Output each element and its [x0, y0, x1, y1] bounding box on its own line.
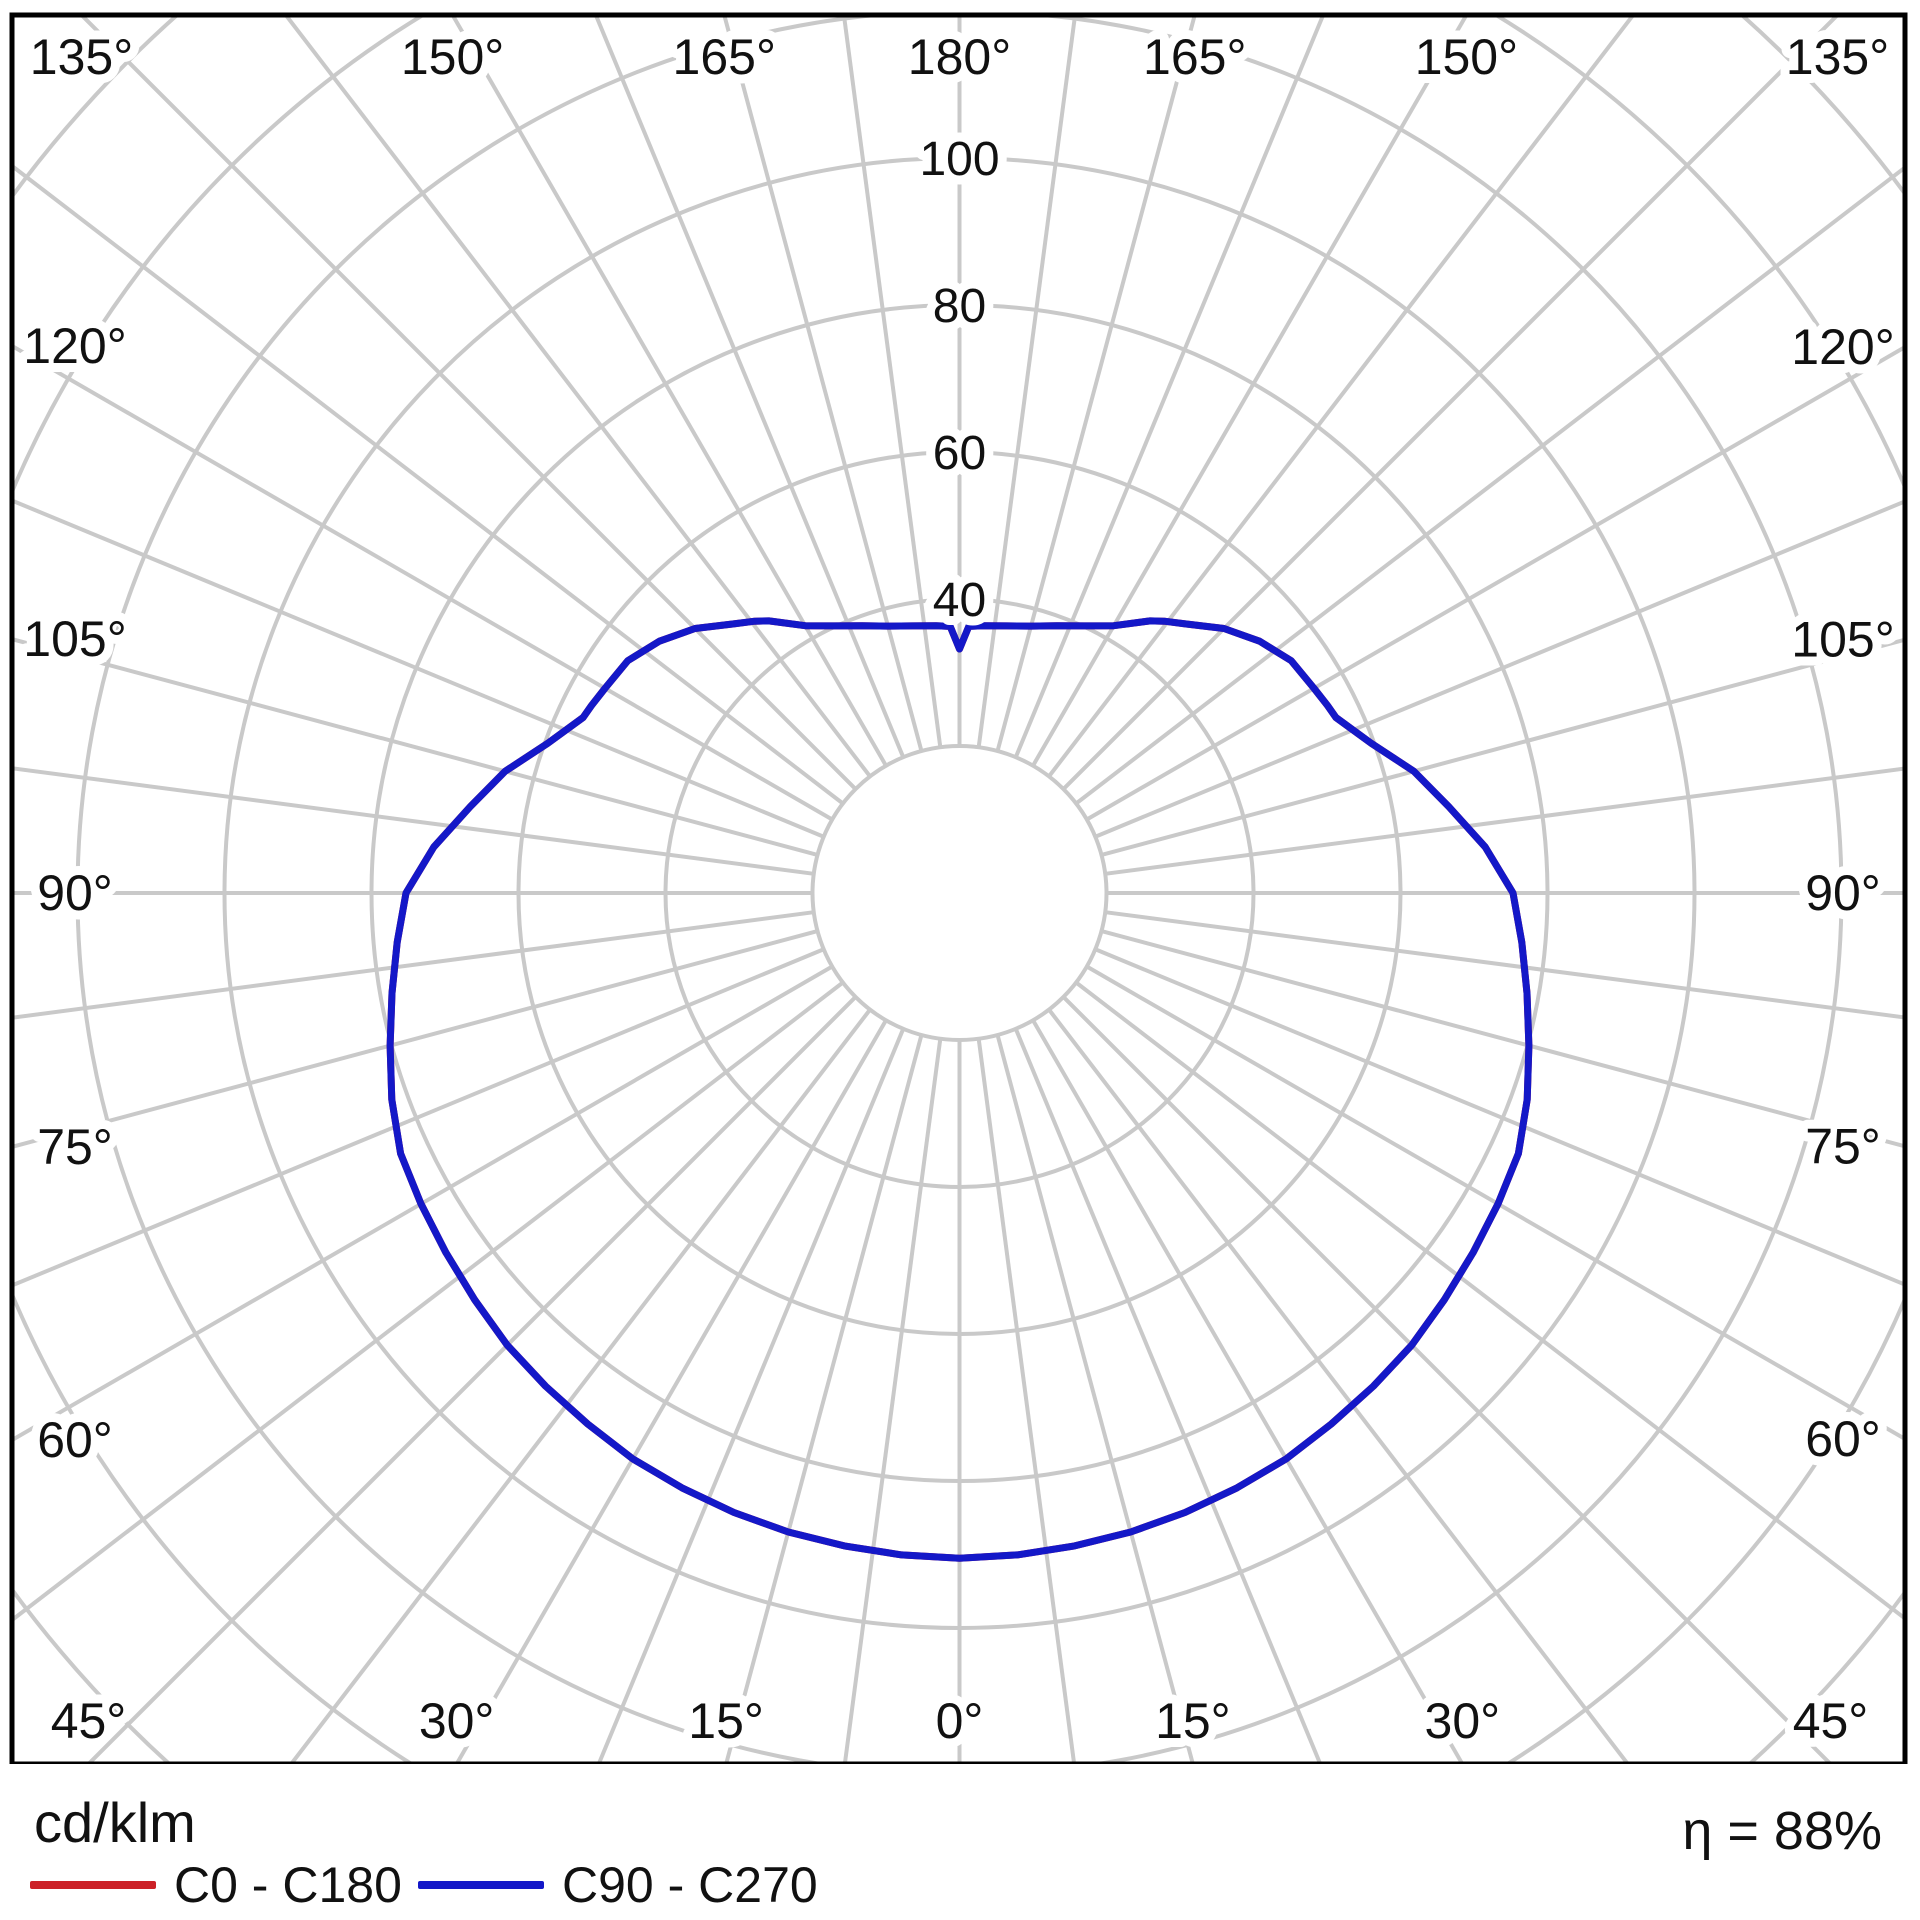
- polar-chart-canvas: 40 60 80 100 0° 15° 15° 30° 30° 45° 45° 60° 60° 75° 75…: [9, 12, 1908, 1767]
- angle-label-165-left: 165°: [673, 29, 776, 85]
- angle-label-45-right: 45°: [1793, 1693, 1869, 1749]
- angle-gridline: [1094, 499, 1905, 839]
- radial-tick-label-100: 100: [919, 133, 999, 186]
- c0-c180-line-swatch: [30, 1881, 156, 1889]
- angle-label-150-left: 150°: [401, 29, 504, 85]
- angle-label-30-left: 30°: [419, 1693, 495, 1749]
- angle-label-150-right: 150°: [1415, 29, 1518, 85]
- curve-c90-c270: [386, 617, 1533, 1562]
- angle-gridline: [78, 15, 857, 791]
- angle-gridline: [1062, 15, 1841, 791]
- angle-gridline: [1104, 766, 1905, 876]
- angle-label-90-right: 90°: [1805, 865, 1881, 921]
- c90-c270-line-swatch: [418, 1881, 544, 1889]
- efficiency-label: η = 88%: [1682, 1801, 1882, 1861]
- angle-gridline: [12, 910, 815, 1020]
- angle-gridline: [283, 15, 872, 778]
- legend-item-c0-c180: C0 - C180: [30, 1857, 402, 1913]
- angle-gridline: [1047, 1008, 1631, 1764]
- angle-label-15-left: 15°: [688, 1693, 764, 1749]
- chart-footer: cd/klm η = 88% C0 - C180 C90 - C270: [0, 1764, 1920, 1920]
- angle-label-135-right: 135°: [1786, 29, 1889, 85]
- axis-labels: 40 60 80 100 0° 15° 15° 30° 30° 45° 45° 60° 60° 75° 75…: [14, 20, 1903, 1758]
- angle-gridline: [1074, 980, 1905, 1622]
- angle-label-105-left: 105°: [23, 611, 126, 667]
- angle-gridline: [12, 980, 845, 1623]
- radial-tick-label-60: 60: [933, 427, 986, 480]
- angle-gridline: [995, 1034, 1195, 1764]
- legend: C0 - C180 C90 - C270: [0, 1857, 1200, 1920]
- angle-gridline: [1013, 15, 1326, 758]
- angle-gridline: [1047, 15, 1636, 778]
- angle-gridline: [1031, 1019, 1465, 1764]
- angle-gridline: [450, 15, 888, 767]
- angle-gridline: [1062, 995, 1834, 1764]
- radial-tick-label-80: 80: [933, 280, 986, 333]
- angle-label-0-right: 0°: [936, 1693, 984, 1749]
- angle-gridline: [1104, 910, 1905, 1020]
- angle-gridline: [1100, 929, 1905, 1149]
- angle-gridline: [85, 995, 857, 1764]
- angle-gridline: [593, 15, 906, 758]
- angle-gridline: [12, 498, 825, 839]
- unit-label: cd/klm: [34, 1791, 196, 1854]
- angle-label-45-left: 45°: [51, 1693, 127, 1749]
- angle-label-90-left: 90°: [37, 865, 113, 921]
- angle-label-15-right: 15°: [1155, 1693, 1231, 1749]
- angle-gridline: [12, 637, 819, 857]
- angle-gridline: [454, 1019, 888, 1764]
- legend-item-c90-c270: C90 - C270: [418, 1857, 818, 1913]
- angle-gridline: [724, 1034, 924, 1764]
- radial-tick-label-40: 40: [933, 574, 986, 627]
- angle-label-60-right: 60°: [1805, 1411, 1881, 1467]
- angle-label-120-right: 120°: [1791, 319, 1894, 375]
- angle-label-75-right: 75°: [1805, 1118, 1881, 1174]
- angle-gridline: [1085, 344, 1905, 822]
- angle-label-105-right: 105°: [1791, 612, 1894, 668]
- angle-gridline: [995, 15, 1197, 752]
- angle-gridline: [1031, 15, 1469, 767]
- angle-gridline: [596, 1028, 906, 1764]
- angle-gridline: [12, 766, 815, 876]
- angle-gridline: [976, 15, 1078, 748]
- angle-gridline: [12, 343, 834, 822]
- angle-label-180-right: 180°: [908, 29, 1011, 85]
- angle-label-165-right: 165°: [1143, 29, 1246, 85]
- angle-gridline: [1074, 164, 1905, 806]
- angle-gridline: [1094, 947, 1905, 1287]
- polar-grid: [12, 15, 1905, 1764]
- legend-label-c90-c270: C90 - C270: [562, 1857, 818, 1913]
- angle-gridline: [12, 964, 834, 1443]
- angle-gridline: [722, 15, 924, 752]
- angle-label-120-left: 120°: [23, 318, 126, 374]
- angle-gridline: [12, 947, 825, 1288]
- legend-label-c0-c180: C0 - C180: [174, 1857, 402, 1913]
- radial-gridline-20: [810, 744, 1109, 1042]
- angle-gridline: [12, 929, 819, 1149]
- angle-label-135-left: 135°: [30, 29, 133, 85]
- angle-label-75-left: 75°: [37, 1119, 113, 1175]
- angle-gridline: [842, 1038, 943, 1764]
- angle-gridline: [288, 1008, 872, 1764]
- angle-gridline: [1013, 1028, 1323, 1764]
- angle-gridline: [1085, 964, 1905, 1442]
- angle-label-30-right: 30°: [1425, 1693, 1501, 1749]
- angle-gridline: [1100, 637, 1905, 857]
- curves: [386, 617, 1533, 1562]
- angle-gridline: [841, 15, 943, 748]
- angle-gridline: [12, 163, 845, 806]
- angle-label-60-left: 60°: [37, 1412, 113, 1468]
- angle-gridline: [976, 1038, 1077, 1764]
